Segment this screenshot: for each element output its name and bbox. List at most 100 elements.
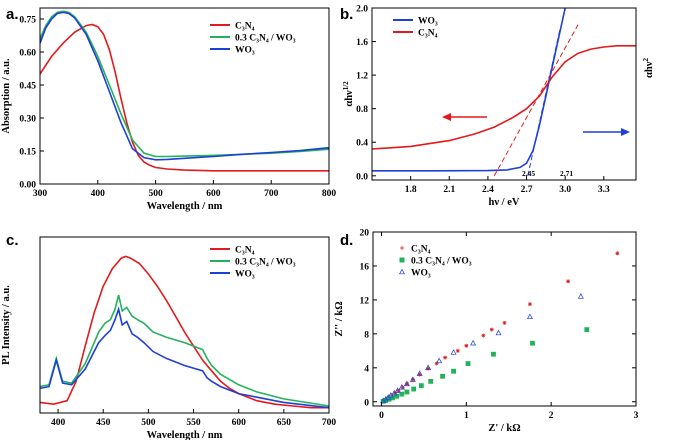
panel-letter: d. — [340, 232, 353, 249]
y-axis-label: PL Intensity / a.u. — [1, 285, 12, 365]
y-tick-label: 0.60 — [19, 49, 36, 59]
series-wo3-point — [577, 293, 584, 299]
x-tick-label: 500 — [148, 189, 163, 199]
panel-letter: c. — [6, 232, 19, 249]
y-axis-label: αhν1/2 — [342, 81, 355, 107]
legend-0-3-c3n4-wo3-swatch — [399, 257, 405, 263]
series-wo3-line — [40, 11, 329, 161]
series-c3n4-point — [481, 333, 486, 338]
y-axis-label: Absorption / a.u. — [1, 58, 12, 134]
intercept-label-wo3: 2.71 — [560, 169, 573, 178]
y-tick-label: 0.30 — [19, 115, 36, 125]
legend-c3n4-swatch — [400, 246, 404, 250]
plot-area — [372, 8, 636, 177]
y-tick-label: 1.2 — [356, 72, 368, 82]
x-tick-label: 0 — [379, 411, 384, 421]
x-tick-label: 3 — [634, 411, 639, 421]
series-wo3-point — [380, 397, 387, 404]
plot-frame — [39, 7, 330, 185]
chart-panel-3: c. 400 450 500 550 600 650 700 Wavelength / nm PL… — [1, 232, 336, 440]
legend-wo3-label: WO₃ — [411, 269, 431, 279]
series-c3n4-line — [372, 45, 636, 150]
plot-area — [40, 255, 329, 409]
panel-letter: a. — [6, 6, 19, 23]
legend-c3n4-label: C₃N₄ — [235, 22, 255, 32]
series-wo3-point — [416, 370, 423, 376]
series-c3n4-point — [400, 385, 405, 390]
series-0-3-c3n4-wo3-line — [40, 294, 329, 407]
legend-wo3-label: WO₃ — [235, 46, 255, 56]
y-axis-label: Z'' / kΩ — [334, 301, 345, 336]
legend-0-3-c3n4-wo3-label: 0.3 C₃N₄ / WO₃ — [235, 258, 296, 268]
series-c3n4-point — [566, 279, 571, 284]
series-wo3-point — [382, 395, 389, 402]
series-0-3-c3n4-wo3-point — [399, 391, 405, 397]
series-c3n4-point — [502, 320, 507, 325]
y-tick-label: 20 — [360, 229, 370, 239]
series-wo3-line — [40, 306, 329, 409]
x-tick-label: 650 — [277, 418, 292, 428]
series-c3n4-point — [410, 377, 415, 382]
legend-wo3-label: WO₃ — [418, 17, 438, 27]
x-tick-label: 1.8 — [405, 185, 417, 195]
series-c3n4-point — [527, 302, 532, 307]
plot-frame — [39, 236, 330, 414]
x-axis-label: Wavelength / nm — [147, 430, 223, 440]
x-tick-label: 300 — [33, 189, 48, 199]
x-tick-label: 3.3 — [598, 185, 610, 195]
y-axis-label-right-sup: 2 — [642, 58, 650, 62]
x-tick-label: 600 — [232, 418, 247, 428]
x-tick-label: 400 — [91, 189, 106, 199]
series-c3n4-point — [615, 251, 620, 256]
series-0-3-c3n4-wo3-point — [491, 351, 496, 357]
x-axis-label: Z' / kΩ — [488, 423, 520, 434]
x-tick-label: 3.0 — [559, 185, 571, 195]
y-tick-label: 2.0 — [356, 5, 368, 15]
series-wo3-point — [394, 387, 401, 393]
legend-wo3-label: WO₃ — [235, 270, 255, 280]
x-tick-label: 450 — [96, 418, 111, 428]
series-c3n4-line — [40, 23, 329, 172]
plot-area — [380, 251, 620, 404]
y-axis-label-sup: 1/2 — [342, 81, 350, 90]
x-tick-label: 600 — [206, 189, 221, 199]
series-wo3-point — [450, 349, 457, 355]
x-tick-label: 400 — [51, 418, 66, 428]
x-tick-label: 2 — [549, 411, 554, 421]
series-c3n4-tangent-line — [493, 24, 579, 177]
y-tick-label: 8 — [364, 330, 369, 340]
plot-frame — [372, 231, 637, 407]
series-c3n4-point — [426, 366, 431, 371]
y-tick-label: 16 — [360, 262, 370, 272]
series-0-3-c3n4-wo3-point — [383, 398, 389, 403]
c3n4-direction-arrowhead — [442, 113, 451, 121]
legend-wo3-swatch — [399, 268, 405, 275]
y-tick-label: 0 — [364, 398, 369, 408]
x-tick-label: 700 — [264, 189, 279, 199]
series-c3n4-point — [396, 388, 401, 393]
legend-c3n4-label: C₃N₄ — [411, 245, 431, 255]
x-tick-label: 1 — [464, 411, 469, 421]
wo3-direction-arrowhead — [621, 128, 630, 136]
x-tick-label: 500 — [141, 418, 156, 428]
y-axis-label-right: αhν2 — [642, 58, 655, 78]
series-0-3-c3n4-wo3-point — [465, 361, 471, 366]
series-0-3-c3n4-wo3-point — [404, 389, 410, 395]
series-wo3-point — [409, 376, 416, 382]
series-0-3-c3n4-wo3-point — [390, 395, 395, 401]
chart-panel-1: a. 300 400 500 600 700 800 0.00 0.15 0.30 0.45 0.60… — [1, 6, 336, 212]
series-c3n4-point — [443, 355, 448, 360]
chart-panel-2: b. 1.8 2.1 2.4 2.7 3.0 3.3 0.0 0.4 0.8 1.2 1.6 2.0 hν… — [340, 5, 655, 209]
x-axis-label: Wavelength / nm — [147, 201, 223, 212]
x-tick-label: 2.7 — [521, 185, 533, 195]
series-c3n4-point — [417, 372, 422, 377]
series-wo3-point — [403, 380, 410, 387]
series-0-3-c3n4-wo3-point — [394, 393, 400, 399]
y-tick-label: 1.6 — [356, 38, 368, 48]
y-tick-label: 12 — [360, 296, 370, 306]
y-tick-label: 0.0 — [356, 172, 368, 182]
y-tick-label: 0.4 — [356, 139, 368, 149]
series-c3n4-point — [455, 348, 460, 353]
series-wo3-point — [526, 313, 533, 320]
